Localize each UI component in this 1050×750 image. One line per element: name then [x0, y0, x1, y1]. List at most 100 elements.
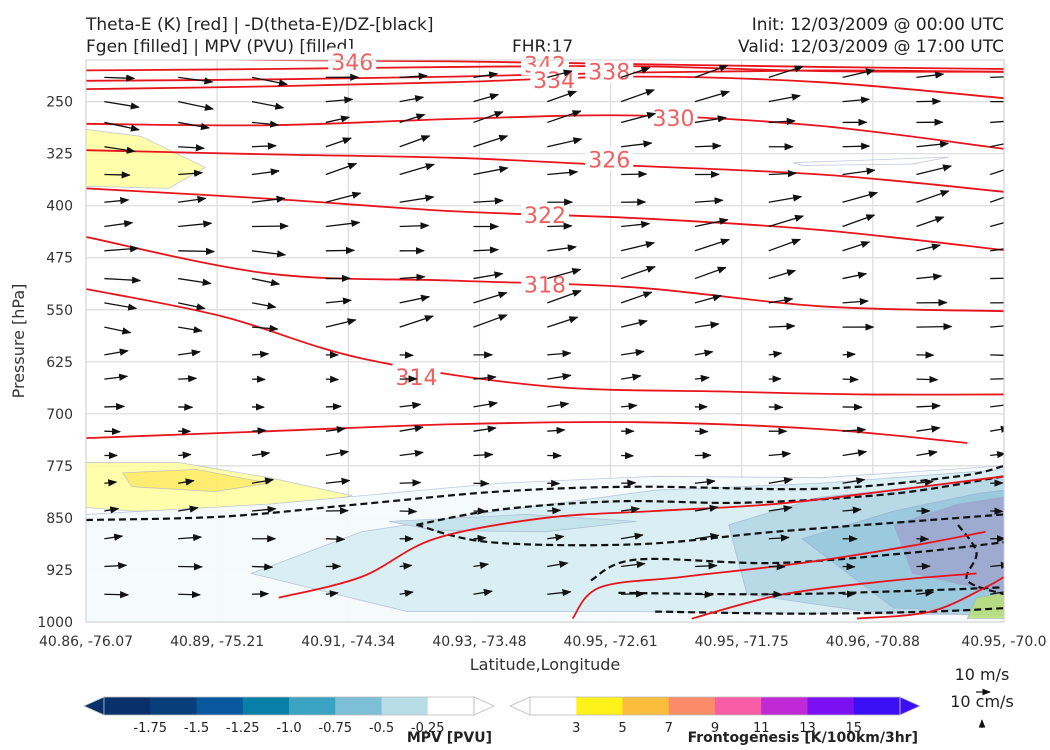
wind-vector [325, 318, 357, 328]
wind-vector [842, 214, 876, 228]
wind-vector [104, 100, 140, 110]
wind-vector [547, 137, 583, 148]
colorbar-swatch [150, 697, 197, 715]
wind-vector [178, 375, 198, 383]
wind-vector [694, 217, 729, 228]
colorbar-swatch [761, 697, 808, 715]
wind-vector [990, 277, 1004, 280]
theta-e-contour-low [691, 572, 977, 620]
wind-vector [694, 238, 730, 252]
wind-vector [547, 426, 566, 435]
wind-vector [104, 276, 142, 284]
x-tick-label: 40.95, -70.0 [961, 634, 1046, 650]
wind-vector [178, 220, 213, 228]
wind-vector [547, 401, 570, 409]
mpv-colorbar: -1.75 -1.5 -1.25 -1.0 -0.75 -0.5 -0.25 [83, 696, 495, 736]
wind-vector [473, 374, 497, 382]
wind-vector [916, 71, 945, 79]
wind-vector [916, 589, 935, 597]
wind-vector [251, 277, 281, 287]
wind-vector [990, 169, 1004, 176]
colorbar-tick-label: -1.0 [276, 721, 301, 736]
wind-vector [990, 76, 1004, 78]
wind-vector [473, 197, 504, 205]
wind-vector [620, 241, 656, 252]
wind-vector [251, 563, 274, 571]
y-axis-label: Pressure [hPa] [9, 284, 28, 399]
colorbar-extend-right [899, 696, 921, 716]
wind-vector [325, 426, 346, 434]
wind-vector [104, 591, 130, 599]
wind-vector [104, 245, 140, 253]
y-tick-label: 550 [46, 303, 73, 319]
wind-vector [325, 162, 358, 176]
theta-e-contour [86, 114, 1004, 150]
colorbar-extend-left [83, 696, 105, 716]
colorbar-tick-label: -1.75 [133, 721, 167, 736]
wind-vector [916, 322, 953, 331]
title-line2-left: Fgen [filled] | MPV (PVU) [filled] [86, 37, 355, 57]
theta-e-label: 338 [588, 60, 630, 85]
dtheta-dz-contour [590, 541, 1004, 582]
wind-vector [768, 477, 794, 485]
title-valid: Valid: 12/03/2009 @ 17:00 UTC [738, 37, 1004, 57]
wind-vector [104, 121, 140, 132]
wind-vector [473, 71, 499, 79]
wind-vector [251, 477, 275, 485]
dtheta-dz-contours [86, 464, 1004, 615]
wind-vector [990, 378, 1004, 380]
wind-vector [916, 375, 939, 384]
wind-vector [621, 220, 651, 229]
wind-vector [399, 479, 422, 487]
colorbar-swatch [576, 697, 623, 715]
wind-vector [842, 590, 857, 598]
wind-vector [104, 348, 129, 356]
wind-vector [916, 164, 953, 176]
colorbar-tick-label: 13 [799, 721, 816, 736]
colorbar-swatch [715, 697, 762, 715]
wind-vector [694, 562, 718, 570]
wind-vector [547, 507, 562, 515]
wind-vector [547, 268, 582, 280]
colorbar-tick-label: 15 [845, 721, 862, 736]
wind-vector [325, 115, 351, 124]
wind-vector [251, 120, 280, 128]
wind-vector [547, 290, 582, 304]
wind-vector [768, 194, 803, 203]
wind-vector [325, 297, 353, 305]
wind-vector [399, 163, 435, 176]
plot-frame [85, 59, 1005, 623]
theta-e-label-bg [585, 58, 634, 83]
wind-vector [842, 477, 866, 485]
theta-e-label-bg [585, 146, 634, 171]
wind-vector [694, 294, 723, 304]
theta-e-contour-low [571, 530, 986, 620]
colorbar-extend-right [473, 696, 495, 716]
wind-vector [990, 143, 1004, 148]
wind-vector [251, 302, 277, 310]
wind-vector [473, 400, 499, 408]
wind-vector [178, 277, 212, 286]
wind-vector [251, 195, 286, 203]
wind-vector [694, 349, 714, 357]
wind-vector [251, 505, 277, 514]
colorbar-tick-label: 5 [618, 721, 626, 736]
fgen-fill-upper [86, 128, 207, 189]
wind-vector [547, 373, 572, 381]
wind-vector [178, 100, 214, 111]
wind-vector [990, 120, 1004, 124]
wind-vector [694, 64, 729, 78]
wind-vector [399, 273, 426, 281]
colorbar-tick-label: -1.5 [184, 721, 209, 736]
wind-vector [473, 165, 509, 176]
wind-vector [178, 302, 206, 311]
wind-vector [104, 74, 136, 82]
wind-vector [178, 195, 207, 204]
wind-vector [842, 241, 871, 252]
wind-vector [842, 167, 876, 176]
x-tick-label: 40.91, -74.34 [301, 634, 395, 650]
theta-e-label: 330 [653, 107, 695, 132]
wind-vector [251, 100, 285, 110]
wind-vector [990, 451, 1004, 459]
wind-vector [178, 478, 195, 486]
